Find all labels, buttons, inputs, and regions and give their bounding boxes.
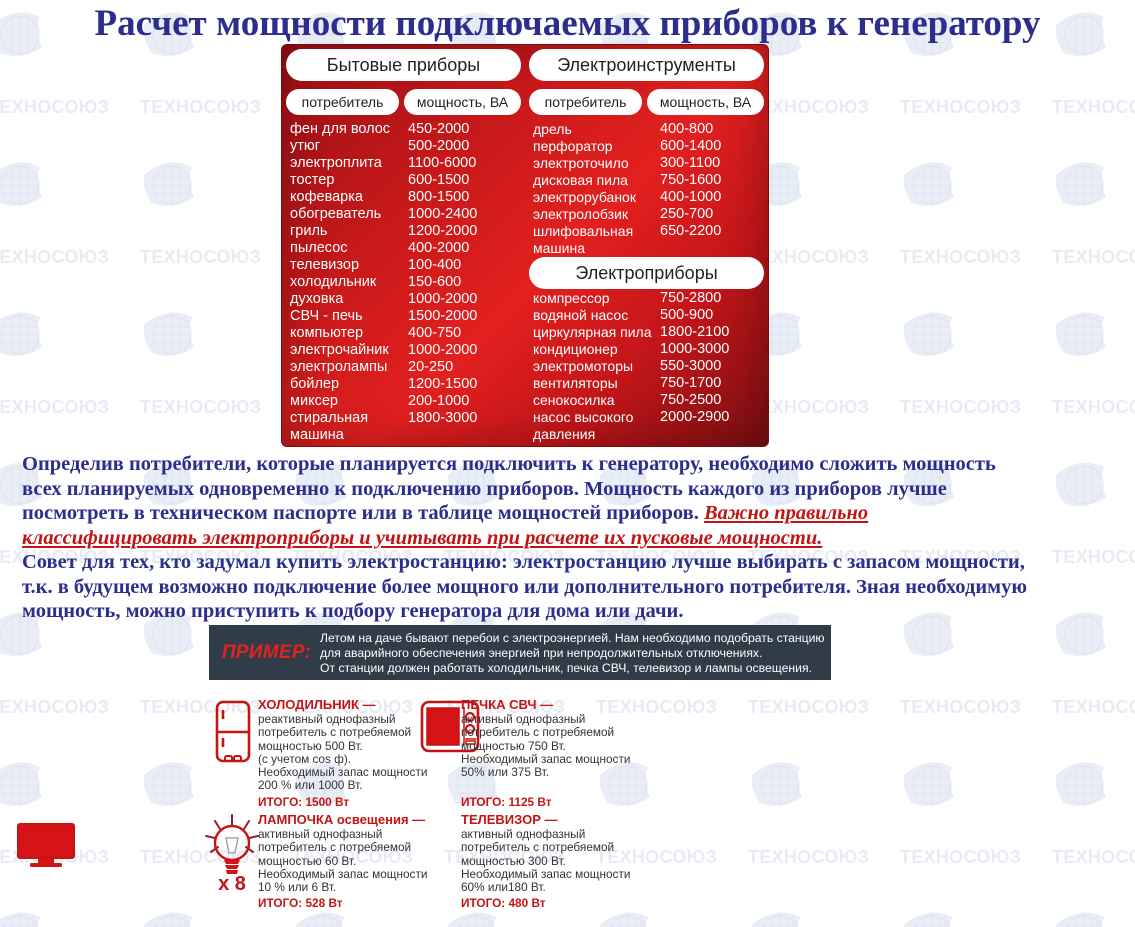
svg-text:x 8: x 8 [218,873,246,893]
